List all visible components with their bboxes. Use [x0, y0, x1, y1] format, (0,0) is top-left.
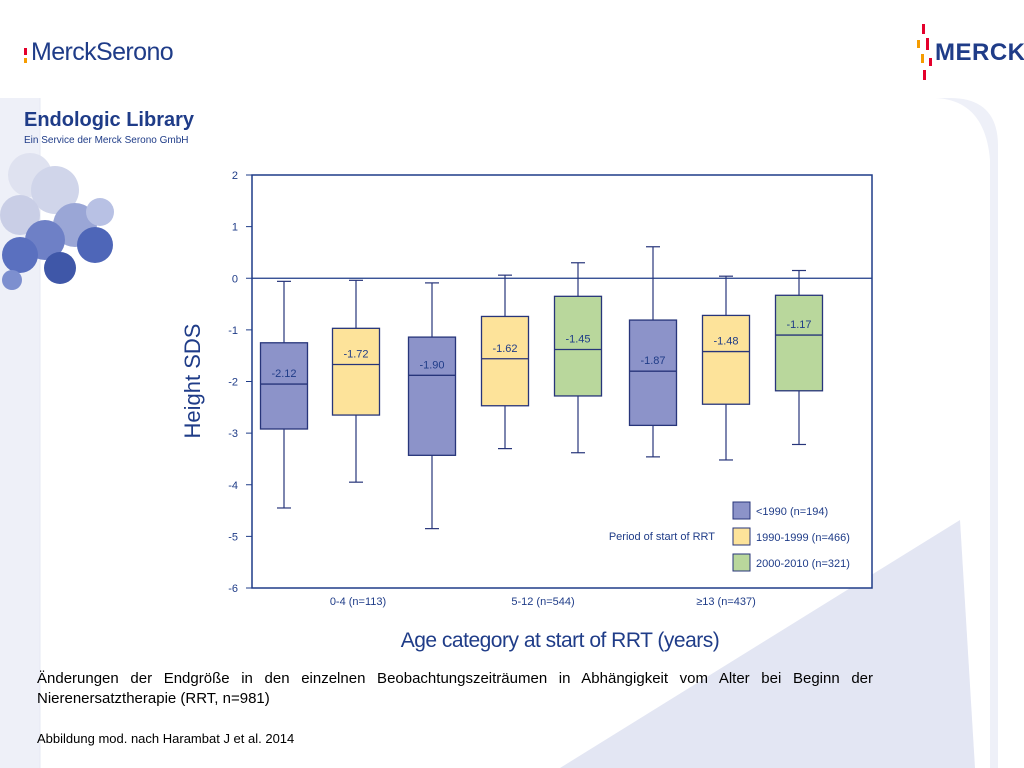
box-rect — [331, 327, 381, 416]
x-category-label: ≥13 (n=437) — [696, 596, 756, 608]
x-category-label: 5-12 (n=544) — [511, 596, 574, 608]
y-tick-label: -4 — [228, 480, 238, 492]
x-category-label: 0-4 (n=113) — [330, 596, 386, 608]
y-tick-label: -1 — [228, 325, 238, 337]
y-axis-label: Height SDS — [180, 324, 205, 439]
median-value-label: -2.12 — [271, 368, 296, 380]
legend-title: Period of start of RRT — [609, 531, 715, 543]
box-rect — [774, 294, 824, 392]
legend-entry: <1990 (n=194) — [756, 506, 828, 518]
box-rect — [407, 336, 457, 456]
legend-swatch — [732, 553, 751, 572]
y-tick-label: 1 — [232, 222, 238, 234]
y-tick-label: -2 — [228, 377, 238, 389]
median-value-label: -1.72 — [343, 348, 368, 360]
right-brand-name: MERCK — [935, 39, 1024, 66]
logo-mark-icon — [24, 48, 27, 63]
y-tick-label: -6 — [228, 583, 238, 595]
merck-logo: MERCK — [917, 24, 1024, 82]
library-title: Endologic Library — [24, 109, 195, 131]
median-value-label: -1.62 — [492, 343, 517, 355]
y-tick-label: -5 — [228, 531, 238, 543]
median-value-label: -1.17 — [786, 319, 811, 331]
legend-swatch — [732, 527, 751, 546]
merckserono-logo: MerckSerono — [24, 38, 174, 67]
y-tick-label: 0 — [232, 273, 238, 285]
y-tick-label: -3 — [228, 428, 238, 440]
box-rect — [553, 295, 603, 397]
legend-entry: 1990-1999 (n=466) — [756, 532, 850, 544]
legend-entry: 2000-2010 (n=321) — [756, 558, 850, 570]
figure-source: Abbildung mod. nach Harambat J et al. 20… — [37, 731, 295, 746]
box-rect — [259, 342, 309, 430]
median-value-label: -1.45 — [565, 333, 590, 345]
x-axis-label: Age category at start of RRT (years) — [401, 629, 720, 652]
median-value-label: -1.87 — [640, 355, 665, 367]
library-subtitle: Ein Service der Merck Serono GmbH — [24, 135, 189, 146]
box-rect — [701, 314, 751, 405]
figure-caption: Änderungen der Endgröße in den einzelnen… — [37, 670, 873, 707]
molecule-image — [0, 153, 114, 290]
median-value-label: -1.48 — [713, 336, 738, 348]
y-tick-label: 2 — [232, 170, 238, 182]
legend-swatch — [732, 501, 751, 520]
left-brand-name: MerckSerono — [31, 38, 174, 66]
merck-logo-mark-icon — [917, 24, 933, 82]
box-rect — [628, 319, 678, 427]
median-value-label: -1.90 — [419, 359, 444, 371]
box-rect — [480, 315, 530, 407]
